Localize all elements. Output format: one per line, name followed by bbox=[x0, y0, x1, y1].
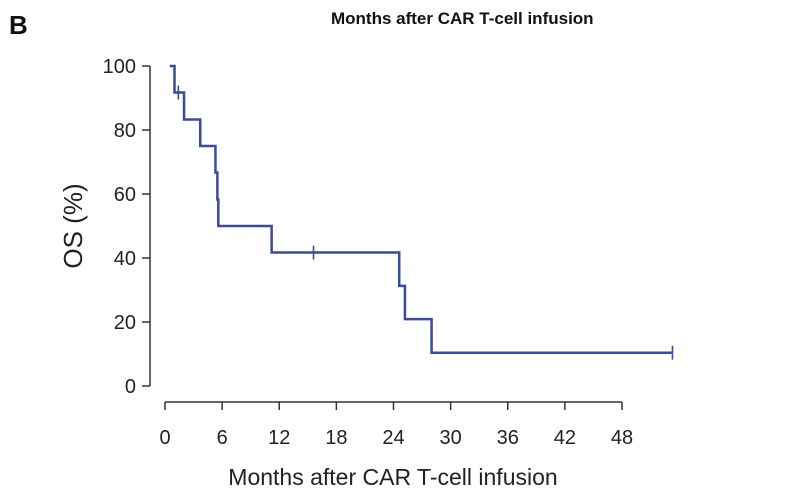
y-tick-label: 80 bbox=[114, 120, 136, 142]
x-tick-label: 42 bbox=[554, 427, 576, 449]
chart-title: Months after CAR T-cell infusion bbox=[331, 9, 594, 28]
series-layer bbox=[169, 64, 674, 360]
y-axis-label: OS (%) bbox=[58, 183, 88, 268]
y-tick-label: 20 bbox=[114, 312, 136, 334]
x-tick-label: 6 bbox=[217, 427, 228, 449]
x-axis-ticks: 0 6 12 18 24 30 36 42 48 bbox=[159, 402, 633, 449]
x-tick-label: 36 bbox=[497, 427, 519, 449]
x-tick-label: 0 bbox=[159, 427, 170, 449]
y-tick-label: 40 bbox=[114, 248, 136, 270]
panel-label: B bbox=[9, 10, 28, 40]
y-tick-label: 0 bbox=[125, 376, 136, 398]
survival-curve bbox=[169, 64, 673, 354]
y-axis-ticks: 0 20 40 60 80 100 bbox=[103, 56, 150, 398]
x-tick-label: 30 bbox=[440, 427, 462, 449]
x-tick-label: 18 bbox=[325, 427, 347, 449]
x-tick-label: 24 bbox=[382, 427, 404, 449]
y-tick-label: 100 bbox=[103, 56, 136, 78]
x-axis-label: Months after CAR T-cell infusion bbox=[228, 464, 557, 490]
x-tick-label: 12 bbox=[268, 427, 290, 449]
x-tick-label: 48 bbox=[611, 427, 633, 449]
y-tick-label: 60 bbox=[114, 184, 136, 206]
